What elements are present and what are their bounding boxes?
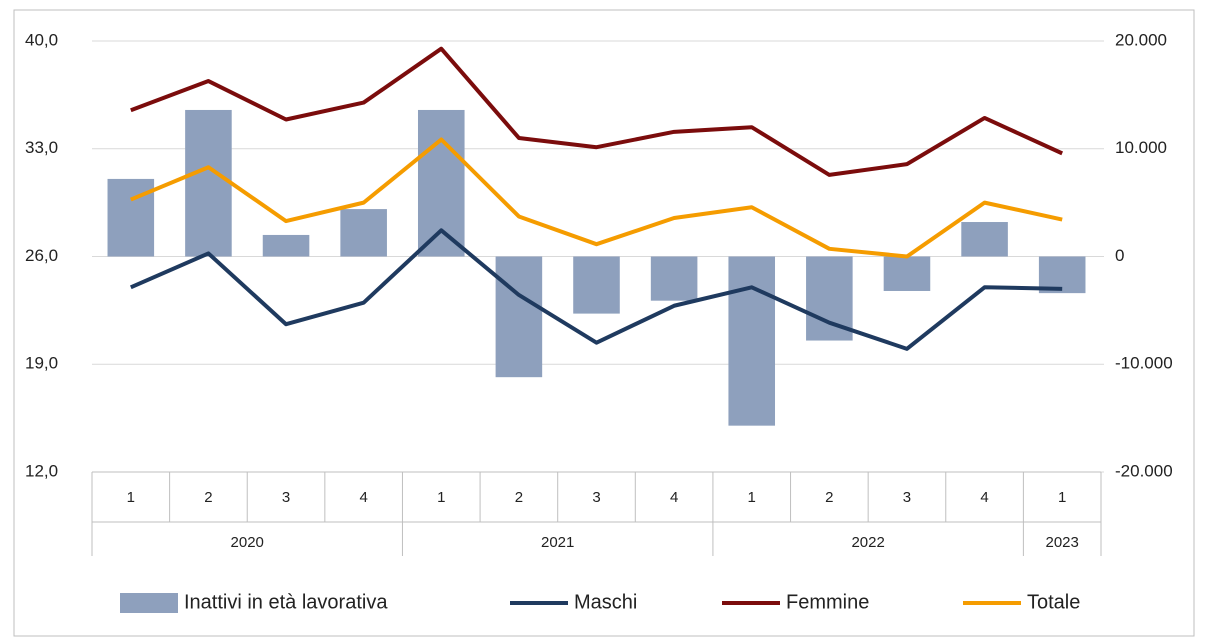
legend-label: Maschi [574,591,637,613]
y2-tick-label: 20.000 [1115,30,1167,49]
bar [107,178,155,257]
x-group-label: 2020 [231,534,264,551]
y-tick-label: 33,0 [25,138,58,157]
legend-label: Femmine [786,591,869,613]
x-tick-label: 4 [670,489,678,506]
x-tick-label: 2 [204,489,212,506]
bar [961,222,1008,257]
y-tick-label: 19,0 [25,354,58,373]
x-tick-label: 1 [127,489,135,506]
y2-tick-label: -10.000 [1115,354,1173,373]
line [130,46,1064,177]
y-tick-label: 12,0 [25,461,58,480]
y2-tick-label: 0 [1115,246,1124,265]
legend-swatch [120,593,178,613]
legend-label: Inattivi in età lavorativa [184,591,388,613]
line [130,137,1063,259]
bar [573,256,620,314]
y-tick-label: 26,0 [25,246,58,265]
x-tick-label: 4 [359,489,367,506]
x-group-label: 2021 [541,534,574,551]
x-tick-label: 1 [437,489,445,506]
x-tick-label: 1 [1058,489,1066,506]
x-tick-label: 3 [592,489,600,506]
x-tick-label: 2 [825,489,833,506]
bar [650,256,698,301]
bar [417,109,465,257]
x-tick-label: 2 [515,489,523,506]
x-group-label: 2022 [851,534,884,551]
legend-label: Totale [1027,591,1080,613]
x-tick-label: 3 [903,489,911,506]
y-tick-label: 40,0 [25,30,58,49]
x-group-label: 2023 [1046,534,1079,551]
bar [185,109,232,257]
bar [728,256,776,426]
line [130,228,1063,351]
bar [883,256,931,291]
x-tick-label: 1 [748,489,756,506]
bar [340,209,387,257]
bar [495,256,543,378]
y2-tick-label: 10.000 [1115,138,1167,157]
frame [13,9,1195,637]
y2-tick-label: -20.000 [1115,461,1173,480]
x-tick-label: 3 [282,489,290,506]
x-tick-label: 4 [980,489,988,506]
bar [262,234,310,257]
